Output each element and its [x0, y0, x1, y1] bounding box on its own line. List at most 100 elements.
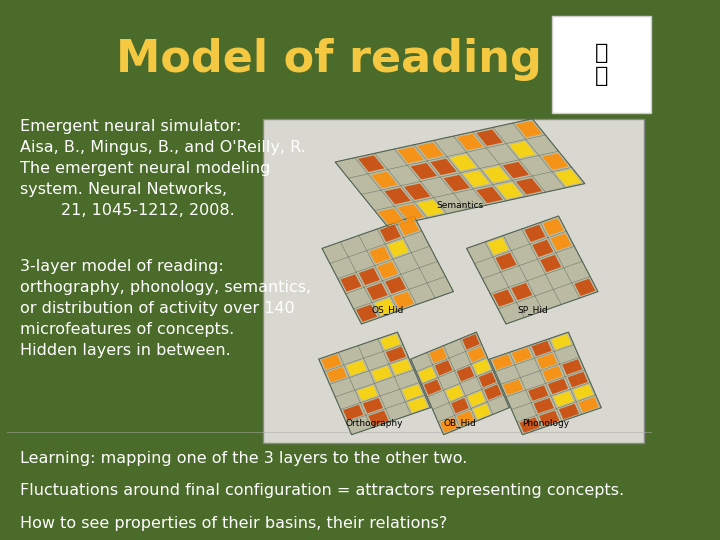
Polygon shape — [356, 305, 377, 322]
Polygon shape — [463, 171, 490, 187]
Polygon shape — [555, 170, 582, 186]
Polygon shape — [468, 391, 485, 407]
Polygon shape — [335, 119, 585, 227]
Polygon shape — [366, 283, 387, 300]
Polygon shape — [540, 255, 561, 272]
Polygon shape — [456, 410, 474, 426]
Polygon shape — [492, 354, 512, 370]
Polygon shape — [387, 240, 409, 257]
Polygon shape — [369, 246, 390, 264]
Polygon shape — [393, 292, 414, 309]
Polygon shape — [559, 404, 579, 419]
Polygon shape — [542, 366, 562, 381]
Text: Phonology: Phonology — [522, 418, 569, 428]
Polygon shape — [363, 398, 383, 414]
Polygon shape — [468, 347, 485, 362]
Polygon shape — [479, 372, 496, 387]
Text: 3-layer model of reading:
orthography, phonology, semantics,
or distribution of : 3-layer model of reading: orthography, p… — [19, 259, 311, 358]
Polygon shape — [386, 347, 406, 362]
Polygon shape — [484, 384, 502, 400]
Polygon shape — [503, 162, 529, 178]
Polygon shape — [516, 178, 542, 194]
Polygon shape — [493, 289, 514, 307]
Polygon shape — [380, 225, 401, 242]
Polygon shape — [398, 218, 419, 235]
Text: OB_Hid: OB_Hid — [444, 418, 477, 428]
Polygon shape — [446, 386, 463, 401]
Polygon shape — [512, 348, 532, 363]
Text: SP_Hid: SP_Hid — [517, 305, 548, 314]
Polygon shape — [418, 143, 444, 159]
Polygon shape — [410, 332, 509, 435]
Polygon shape — [534, 398, 554, 414]
Polygon shape — [509, 141, 536, 158]
Text: How to see properties of their basins, their relations?: How to see properties of their basins, t… — [19, 516, 447, 531]
Polygon shape — [374, 298, 395, 315]
Polygon shape — [319, 332, 431, 435]
Polygon shape — [473, 404, 490, 419]
Polygon shape — [418, 367, 436, 382]
Polygon shape — [543, 218, 564, 235]
FancyBboxPatch shape — [552, 16, 651, 113]
Polygon shape — [322, 216, 454, 324]
Polygon shape — [548, 379, 568, 394]
Polygon shape — [341, 274, 361, 292]
Polygon shape — [435, 360, 452, 376]
Text: Semantics: Semantics — [436, 201, 484, 210]
Text: OS_Hid: OS_Hid — [372, 305, 404, 314]
Polygon shape — [467, 216, 598, 324]
Polygon shape — [473, 359, 490, 375]
Polygon shape — [359, 268, 380, 285]
Polygon shape — [327, 367, 347, 382]
Polygon shape — [392, 359, 411, 375]
Polygon shape — [384, 188, 410, 204]
Polygon shape — [528, 386, 549, 401]
Polygon shape — [551, 233, 572, 251]
Polygon shape — [402, 384, 423, 400]
Polygon shape — [321, 354, 341, 370]
Polygon shape — [380, 334, 400, 349]
Polygon shape — [490, 332, 601, 435]
Polygon shape — [450, 154, 477, 171]
Text: Model of reading: Model of reading — [116, 38, 541, 81]
Polygon shape — [378, 208, 404, 225]
Text: Orthography: Orthography — [346, 418, 403, 428]
Polygon shape — [496, 183, 523, 199]
Polygon shape — [483, 166, 509, 183]
Polygon shape — [372, 172, 397, 188]
Polygon shape — [385, 276, 406, 294]
Polygon shape — [487, 238, 508, 255]
Text: Learning: mapping one of the 3 layers to the other two.: Learning: mapping one of the 3 layers to… — [19, 451, 467, 466]
Polygon shape — [418, 200, 444, 216]
Polygon shape — [424, 380, 441, 395]
Polygon shape — [456, 366, 474, 381]
Polygon shape — [532, 240, 553, 257]
Polygon shape — [397, 204, 424, 220]
Polygon shape — [444, 175, 470, 191]
Polygon shape — [441, 417, 458, 433]
Polygon shape — [369, 410, 389, 426]
FancyBboxPatch shape — [263, 119, 644, 443]
Polygon shape — [531, 341, 552, 356]
Polygon shape — [477, 130, 503, 146]
Polygon shape — [343, 404, 364, 420]
Polygon shape — [346, 360, 366, 376]
Polygon shape — [357, 386, 377, 401]
Text: Emergent neural simulator:
Aisa, B., Mingus, B., and O'Reilly, R.
The emergent n: Emergent neural simulator: Aisa, B., Min… — [19, 119, 305, 218]
Polygon shape — [408, 397, 428, 413]
Polygon shape — [573, 384, 593, 400]
Polygon shape — [562, 359, 582, 375]
Polygon shape — [477, 187, 503, 203]
Polygon shape — [462, 334, 480, 349]
Polygon shape — [451, 398, 469, 414]
Polygon shape — [567, 372, 588, 387]
Polygon shape — [372, 366, 392, 381]
Polygon shape — [503, 380, 523, 395]
Polygon shape — [539, 410, 559, 426]
Polygon shape — [575, 279, 595, 296]
Polygon shape — [429, 348, 447, 363]
Polygon shape — [377, 261, 398, 279]
Text: Fluctuations around final configuration = attractors representing concepts.: Fluctuations around final configuration … — [19, 483, 624, 498]
Polygon shape — [554, 391, 574, 407]
Polygon shape — [397, 147, 424, 163]
